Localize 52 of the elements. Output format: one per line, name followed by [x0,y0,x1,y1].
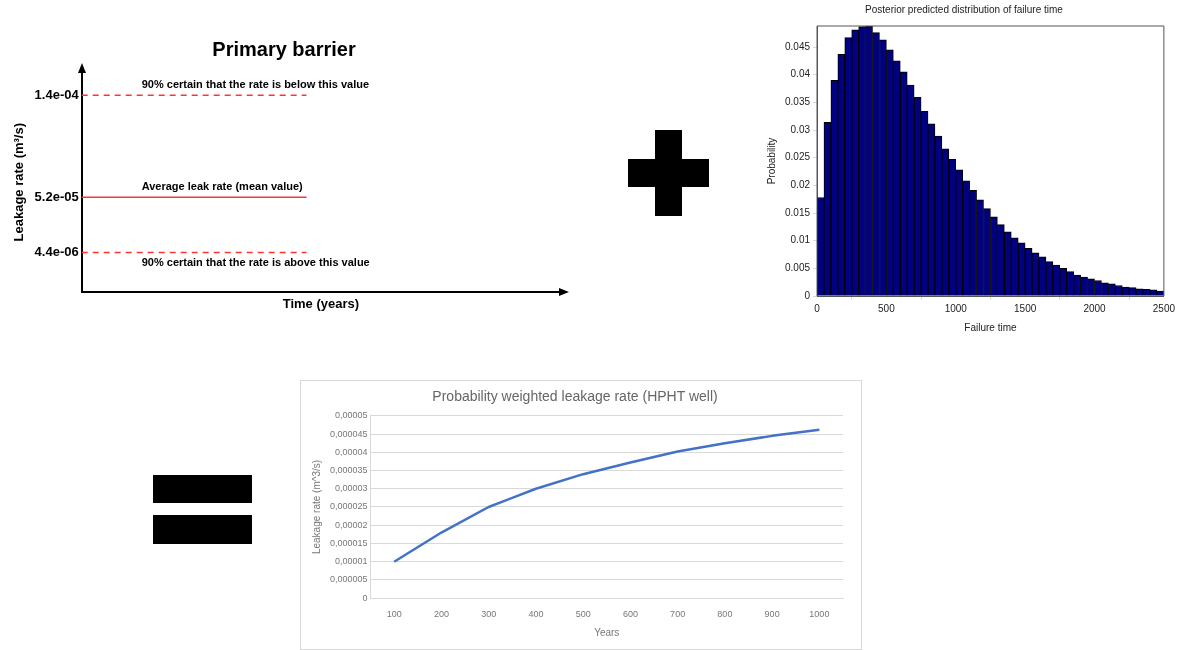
x-tick-label: 2500 [1152,302,1176,314]
x-tick-label: 600 [622,609,638,620]
x-tick-label: 900 [764,609,780,620]
y-tick-label: 4.4e-06 [34,244,79,260]
x-tick-label: 500 [575,609,591,620]
y-tick-label: 0,000015 [329,537,368,548]
ref-line-label: 90% certain that the rate is below this value [141,77,370,90]
y-axis-title: Leakage rate (m³/s) [11,122,27,242]
y-tick-label: 0.005 [784,262,811,274]
y-tick-label: 0.01 [790,234,811,246]
ref-line-label: Average leak rate (mean value) [141,179,304,192]
chart-title: Posterior predicted distribution of failure time [865,3,1064,15]
chart-title: Probability weighted leakage rate (HPHT well) [432,388,718,405]
y-tick-label: 0.045 [784,40,811,52]
x-axis-title: Time (years) [282,295,360,311]
x-tick-label: 300 [481,609,497,620]
ref-line-label: 90% certain that the rate is above this value [141,256,370,269]
y-tick-label: 0,000025 [329,501,368,512]
y-tick-label: 0.03 [790,123,811,135]
x-tick-label: 0 [814,302,821,314]
y-axis-title: Probability [765,137,777,185]
y-axis-title: Leakage rate (m^3/s) [310,459,322,555]
x-tick-label: 700 [670,609,686,620]
y-tick-label: 0 [804,289,811,301]
y-tick-label: 0,00004 [334,446,368,457]
x-tick-label: 100 [386,609,402,620]
x-tick-label: 500 [878,302,896,314]
y-tick-label: 0,000005 [329,574,368,585]
y-tick-label: 0.04 [790,68,811,80]
y-tick-label: 0.015 [784,206,811,218]
y-tick-label: 0,00002 [334,519,368,530]
y-tick-label: 0,000035 [329,465,368,475]
x-tick-label: 2000 [1083,302,1107,314]
y-tick-label: 0,000045 [329,428,368,439]
x-axis-title: Failure time [964,321,1017,333]
y-tick-label: 0,00005 [334,410,368,421]
y-tick-label: 0.035 [784,96,811,108]
y-tick-label: 0,00001 [334,556,368,567]
y-tick-label: 5.2e-05 [34,188,79,204]
y-tick-label: 0 [362,592,368,603]
y-tick-label: 0.025 [784,151,811,163]
x-tick-label: 1000 [944,302,968,314]
chart-title: Primary barrier [212,37,356,60]
y-tick-label: 0,00003 [334,483,368,494]
y-tick-label: 0.02 [790,179,811,191]
x-tick-label: 400 [528,609,544,620]
x-tick-label: 800 [717,609,733,620]
y-tick-label: 1.4e-04 [34,86,80,102]
x-axis-title: Years [594,626,620,638]
x-tick-label: 1500 [1014,302,1037,314]
x-tick-label: 1000 [809,609,830,620]
x-tick-label: 200 [433,609,449,620]
